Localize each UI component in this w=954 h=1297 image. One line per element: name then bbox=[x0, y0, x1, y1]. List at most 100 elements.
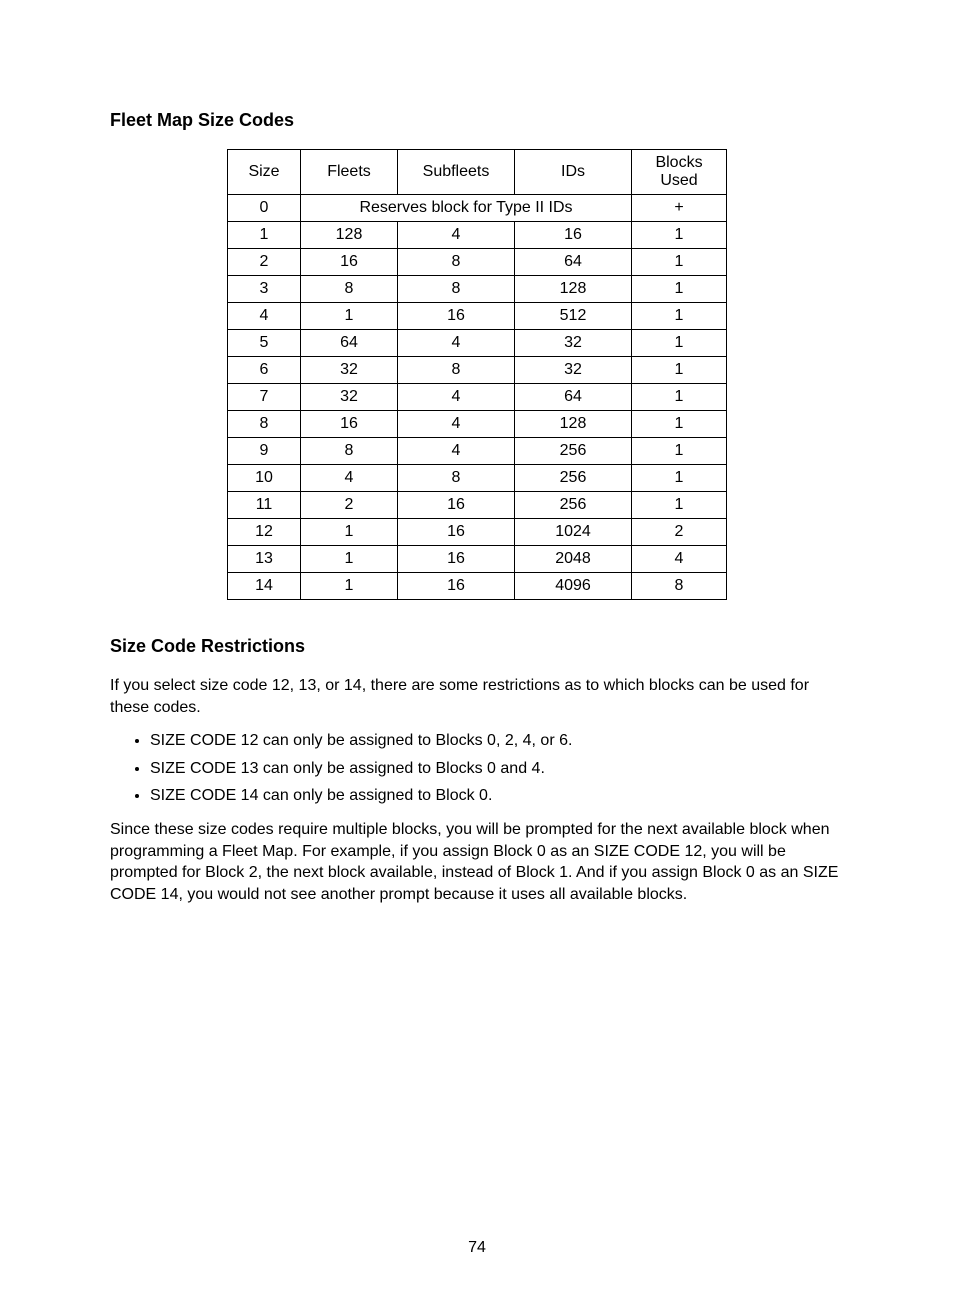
cell-fleets: 8 bbox=[301, 438, 398, 465]
restrictions-list: SIZE CODE 12 can only be assigned to Blo… bbox=[110, 730, 844, 807]
table-row: 3881281 bbox=[228, 276, 727, 303]
cell-subfleets: 16 bbox=[398, 303, 515, 330]
heading-fleet-map-size-codes: Fleet Map Size Codes bbox=[110, 110, 844, 131]
cell-size: 14 bbox=[228, 573, 301, 600]
page-number: 74 bbox=[0, 1239, 954, 1257]
cell-ids: 4096 bbox=[515, 573, 632, 600]
cell-blocks: 8 bbox=[632, 573, 727, 600]
cell-fleets: 2 bbox=[301, 492, 398, 519]
cell-subfleets: 8 bbox=[398, 357, 515, 384]
cell-subfleets: 8 bbox=[398, 249, 515, 276]
cell-ids: 2048 bbox=[515, 546, 632, 573]
cell-fleets: 32 bbox=[301, 357, 398, 384]
cell-fleets: 128 bbox=[301, 222, 398, 249]
table-row: 41165121 bbox=[228, 303, 727, 330]
size-codes-table: Size Fleets Subfleets IDs Blocks Used 0 … bbox=[227, 149, 727, 600]
cell-blocks: 1 bbox=[632, 411, 727, 438]
cell-ids: 512 bbox=[515, 303, 632, 330]
cell-fleets: 1 bbox=[301, 303, 398, 330]
cell-ids: 128 bbox=[515, 411, 632, 438]
cell-subfleets: 8 bbox=[398, 276, 515, 303]
cell-blocks: 4 bbox=[632, 546, 727, 573]
cell-subfleets: 16 bbox=[398, 519, 515, 546]
cell-size: 13 bbox=[228, 546, 301, 573]
table-row: 6328321 bbox=[228, 357, 727, 384]
cell-fleets: 64 bbox=[301, 330, 398, 357]
cell-subfleets: 4 bbox=[398, 222, 515, 249]
table-header-row: Size Fleets Subfleets IDs Blocks Used bbox=[228, 150, 727, 195]
cell-subfleets: 4 bbox=[398, 438, 515, 465]
cell-blocks: 1 bbox=[632, 438, 727, 465]
restrictions-intro: If you select size code 12, 13, or 14, t… bbox=[110, 675, 844, 718]
cell-size: 2 bbox=[228, 249, 301, 276]
table-row: 1211610242 bbox=[228, 519, 727, 546]
col-size: Size bbox=[228, 150, 301, 195]
cell-size: 11 bbox=[228, 492, 301, 519]
table-row: 9842561 bbox=[228, 438, 727, 465]
cell-span-text: Reserves block for Type II IDs bbox=[301, 195, 632, 222]
cell-size: 10 bbox=[228, 465, 301, 492]
cell-ids: 64 bbox=[515, 249, 632, 276]
cell-fleets: 1 bbox=[301, 573, 398, 600]
cell-fleets: 16 bbox=[301, 249, 398, 276]
cell-blocks: 1 bbox=[632, 465, 727, 492]
page: Fleet Map Size Codes Size Fleets Subflee… bbox=[0, 0, 954, 1297]
cell-size: 4 bbox=[228, 303, 301, 330]
cell-subfleets: 16 bbox=[398, 573, 515, 600]
cell-ids: 256 bbox=[515, 438, 632, 465]
list-item: SIZE CODE 12 can only be assigned to Blo… bbox=[150, 730, 844, 752]
table-row: 1311620484 bbox=[228, 546, 727, 573]
table-row: 10482561 bbox=[228, 465, 727, 492]
cell-ids: 32 bbox=[515, 357, 632, 384]
cell-blocks: 1 bbox=[632, 330, 727, 357]
cell-blocks: + bbox=[632, 195, 727, 222]
cell-blocks: 2 bbox=[632, 519, 727, 546]
table-row: 81641281 bbox=[228, 411, 727, 438]
cell-subfleets: 16 bbox=[398, 546, 515, 573]
table-row: 7324641 bbox=[228, 384, 727, 411]
cell-ids: 16 bbox=[515, 222, 632, 249]
cell-size: 6 bbox=[228, 357, 301, 384]
cell-fleets: 16 bbox=[301, 411, 398, 438]
cell-subfleets: 8 bbox=[398, 465, 515, 492]
cell-fleets: 4 bbox=[301, 465, 398, 492]
table-row: 2168641 bbox=[228, 249, 727, 276]
col-ids: IDs bbox=[515, 150, 632, 195]
cell-ids: 256 bbox=[515, 492, 632, 519]
cell-size: 8 bbox=[228, 411, 301, 438]
cell-blocks: 1 bbox=[632, 492, 727, 519]
cell-ids: 64 bbox=[515, 384, 632, 411]
cell-blocks: 1 bbox=[632, 276, 727, 303]
cell-fleets: 32 bbox=[301, 384, 398, 411]
cell-ids: 256 bbox=[515, 465, 632, 492]
table-row: 1411640968 bbox=[228, 573, 727, 600]
table-row: 5644321 bbox=[228, 330, 727, 357]
cell-size: 12 bbox=[228, 519, 301, 546]
col-fleets: Fleets bbox=[301, 150, 398, 195]
col-blocks-used: Blocks Used bbox=[632, 150, 727, 195]
cell-blocks: 1 bbox=[632, 357, 727, 384]
cell-size: 7 bbox=[228, 384, 301, 411]
cell-blocks: 1 bbox=[632, 249, 727, 276]
cell-size: 1 bbox=[228, 222, 301, 249]
cell-fleets: 8 bbox=[301, 276, 398, 303]
cell-ids: 1024 bbox=[515, 519, 632, 546]
col-subfleets: Subfleets bbox=[398, 150, 515, 195]
restrictions-explain: Since these size codes require multiple … bbox=[110, 819, 844, 905]
cell-blocks: 1 bbox=[632, 303, 727, 330]
table-row: 11284161 bbox=[228, 222, 727, 249]
cell-size: 0 bbox=[228, 195, 301, 222]
cell-subfleets: 4 bbox=[398, 411, 515, 438]
cell-size: 9 bbox=[228, 438, 301, 465]
cell-size: 5 bbox=[228, 330, 301, 357]
cell-blocks: 1 bbox=[632, 222, 727, 249]
list-item: SIZE CODE 14 can only be assigned to Blo… bbox=[150, 785, 844, 807]
cell-ids: 32 bbox=[515, 330, 632, 357]
table-row-special: 0 Reserves block for Type II IDs + bbox=[228, 195, 727, 222]
cell-size: 3 bbox=[228, 276, 301, 303]
cell-fleets: 1 bbox=[301, 519, 398, 546]
cell-blocks: 1 bbox=[632, 384, 727, 411]
cell-subfleets: 4 bbox=[398, 330, 515, 357]
heading-size-code-restrictions: Size Code Restrictions bbox=[110, 636, 844, 657]
cell-subfleets: 4 bbox=[398, 384, 515, 411]
